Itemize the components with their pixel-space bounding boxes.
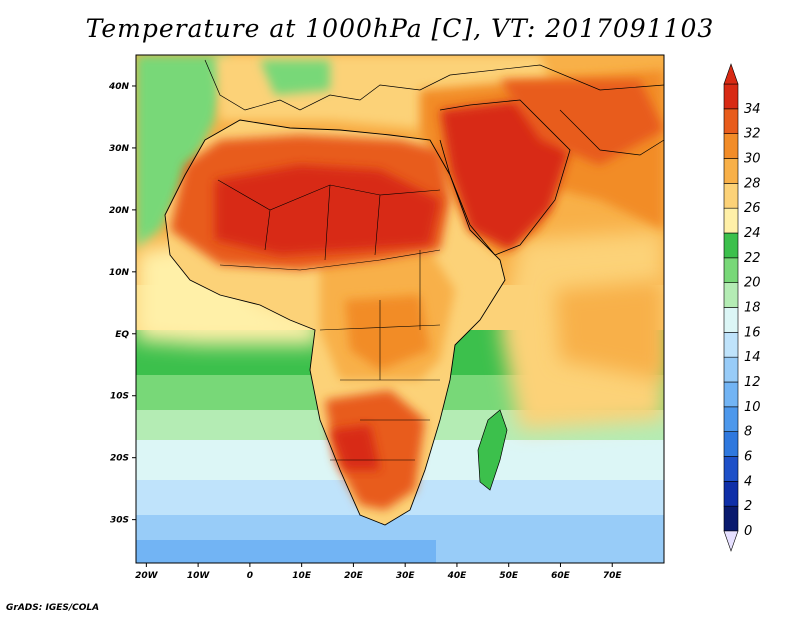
colorbar-label: 0 xyxy=(744,524,752,539)
madagascar-coastline xyxy=(477,409,508,491)
congo-hot xyxy=(345,295,430,370)
colorbar-swatch xyxy=(723,505,739,532)
grads-credit: GrADS: IGES/COLA xyxy=(6,603,100,613)
europe-green xyxy=(260,60,330,95)
ocean-band-9c xyxy=(136,540,436,563)
lat-tick-label: 20S xyxy=(110,454,129,464)
lat-tick-label: 20N xyxy=(109,206,130,216)
lon-tick-label: 20W xyxy=(135,571,159,581)
colorbar-swatch xyxy=(723,356,739,383)
colorbar-swatch xyxy=(723,481,739,507)
map-title: Temperature at 1000hPa [C], VT: 20170911… xyxy=(85,14,715,43)
colorbar-label: 6 xyxy=(744,450,752,465)
colorbar-label: 24 xyxy=(744,226,761,241)
lat-tick-label: 40N xyxy=(108,82,130,92)
colorbar-label: 4 xyxy=(744,474,752,489)
colorbar-label: 14 xyxy=(744,350,761,365)
colorbar-label: 20 xyxy=(744,276,761,291)
colorbar-swatch xyxy=(723,83,739,110)
colorbar-label: 12 xyxy=(744,375,761,390)
arabia-hottest xyxy=(440,100,570,250)
colorbar-label: 2 xyxy=(744,499,752,514)
colorbar-swatch xyxy=(723,183,739,209)
colorbar-swatch xyxy=(723,431,739,457)
colorbar-swatch xyxy=(723,232,739,259)
lon-tick-label: 50E xyxy=(499,571,519,581)
colorbar-swatch xyxy=(723,158,739,184)
longitude-axis: 20W 10W 0 10E 20E 30E 40E 50E 60E 70E xyxy=(135,563,622,581)
arabia-coastline xyxy=(439,99,571,256)
latitude-axis: 40N 30N 20N 10N EQ 10S 20S 30S xyxy=(108,82,136,526)
colorbar-swatch xyxy=(723,307,739,333)
colorbar-label: 32 xyxy=(744,127,761,142)
kalahari-hottest xyxy=(330,425,380,470)
lat-tick-label: 30S xyxy=(110,516,129,526)
colorbar-label: 30 xyxy=(744,152,761,167)
lon-tick-label: 70E xyxy=(603,571,623,581)
colorbar-swatch xyxy=(723,207,739,234)
lon-tick-label: 40E xyxy=(447,571,468,581)
lon-tick-label: 0 xyxy=(247,571,253,581)
colorbar-swatch xyxy=(723,133,739,159)
colorbar-swatch xyxy=(723,332,739,358)
africa-coastline xyxy=(164,119,506,526)
iran-hot xyxy=(500,80,664,165)
colorbar-label: 34 xyxy=(744,102,761,117)
lon-tick-label: 10E xyxy=(292,571,312,581)
colorbar-label: 18 xyxy=(744,301,761,316)
colorbar-label: 8 xyxy=(744,425,752,440)
colorbar-label: 10 xyxy=(744,400,761,415)
temperature-field xyxy=(136,55,664,563)
lon-tick-label: 30E xyxy=(396,571,416,581)
lat-tick-label: 10S xyxy=(110,392,129,402)
lat-tick-label: EQ xyxy=(115,330,129,340)
colorbar-label: 26 xyxy=(744,201,761,216)
colorbar-top-arrow xyxy=(723,63,739,85)
map-frame xyxy=(135,54,665,564)
colorbar-swatch xyxy=(723,257,739,283)
lat-tick-label: 10N xyxy=(109,268,130,278)
colorbar-label: 28 xyxy=(744,176,761,191)
colorbar-label: 16 xyxy=(744,325,761,340)
colorbar-swatch xyxy=(723,406,739,432)
borders-africa xyxy=(217,179,441,461)
lon-tick-label: 20E xyxy=(344,571,364,581)
north-atlantic-cool xyxy=(136,55,230,250)
madagascar xyxy=(478,410,507,490)
lon-tick-label: 10W xyxy=(187,571,211,581)
sahara-hottest xyxy=(215,165,440,255)
colorbar-bottom-arrow xyxy=(723,530,739,552)
lat-tick-label: 30N xyxy=(109,144,130,154)
colorbar-swatch xyxy=(723,456,739,482)
lon-tick-label: 60E xyxy=(551,571,571,581)
indian-ocean-hot xyxy=(555,280,664,380)
colorbar-label: 22 xyxy=(744,251,761,266)
colorbar-swatch xyxy=(723,381,739,408)
colorbar-swatch xyxy=(723,108,739,134)
europe-coastline xyxy=(204,59,664,156)
colorbar-swatch xyxy=(723,282,739,308)
